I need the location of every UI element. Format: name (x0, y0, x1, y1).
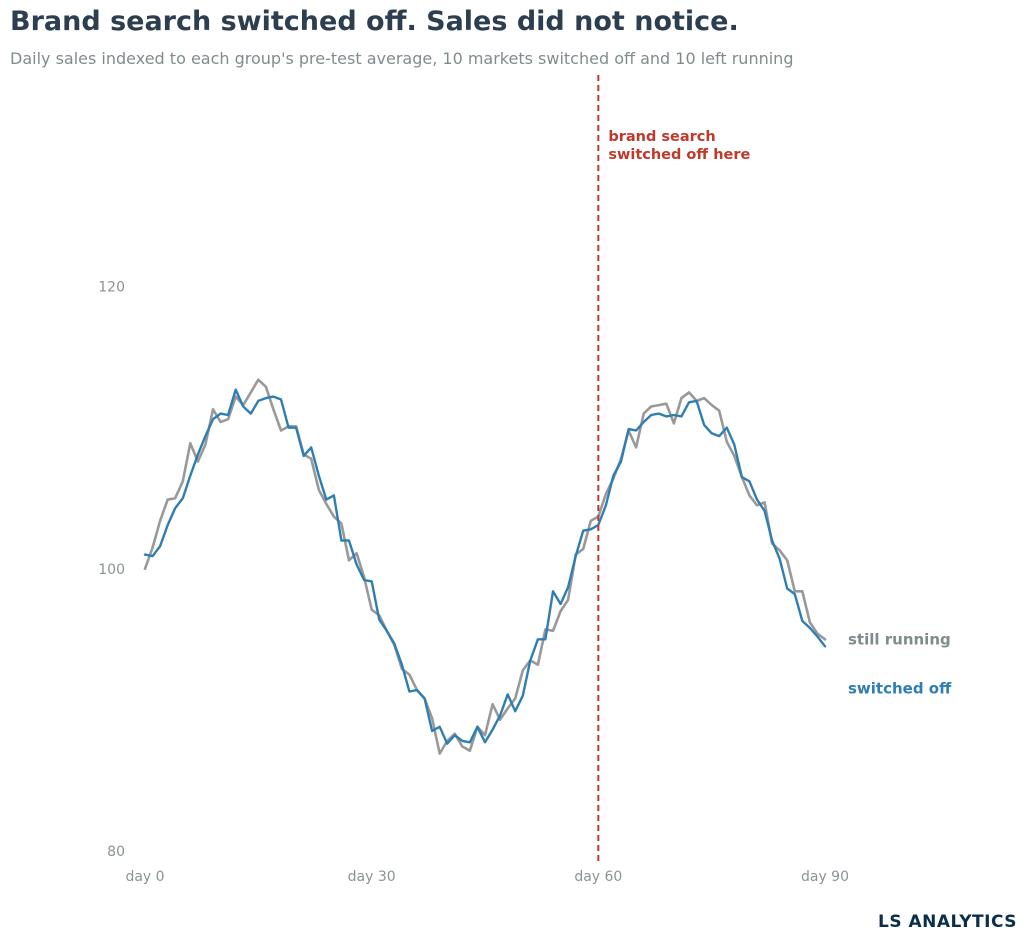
annotation-label-line: brand search (608, 129, 715, 145)
y-tick-label: 80 (107, 844, 125, 860)
x-tick-label: day 90 (801, 869, 849, 885)
y-tick-label: 100 (98, 562, 125, 578)
chart-title: Brand search switched off. Sales did not… (10, 6, 739, 37)
line-chart: 80 100 120 day 0 day 30 day 60 day 90 still run… (98, 75, 952, 885)
annotation-label-line: switched off here (608, 147, 750, 163)
chart-subtitle: Daily sales indexed to each group's pre-… (10, 49, 794, 68)
x-tick-label: day 0 (125, 869, 164, 885)
annotation-label: brand search switched off here (608, 129, 750, 163)
y-tick-label: 120 (98, 280, 125, 296)
series-line (143, 388, 827, 745)
series-end-label: still running (848, 630, 951, 648)
x-tick-label: day 60 (574, 869, 622, 885)
brand-logo-text: LS ANALYTICS (878, 912, 1017, 932)
series-end-label: switched off (848, 679, 952, 697)
x-tick-label: day 30 (348, 869, 396, 885)
series-line (143, 378, 827, 755)
